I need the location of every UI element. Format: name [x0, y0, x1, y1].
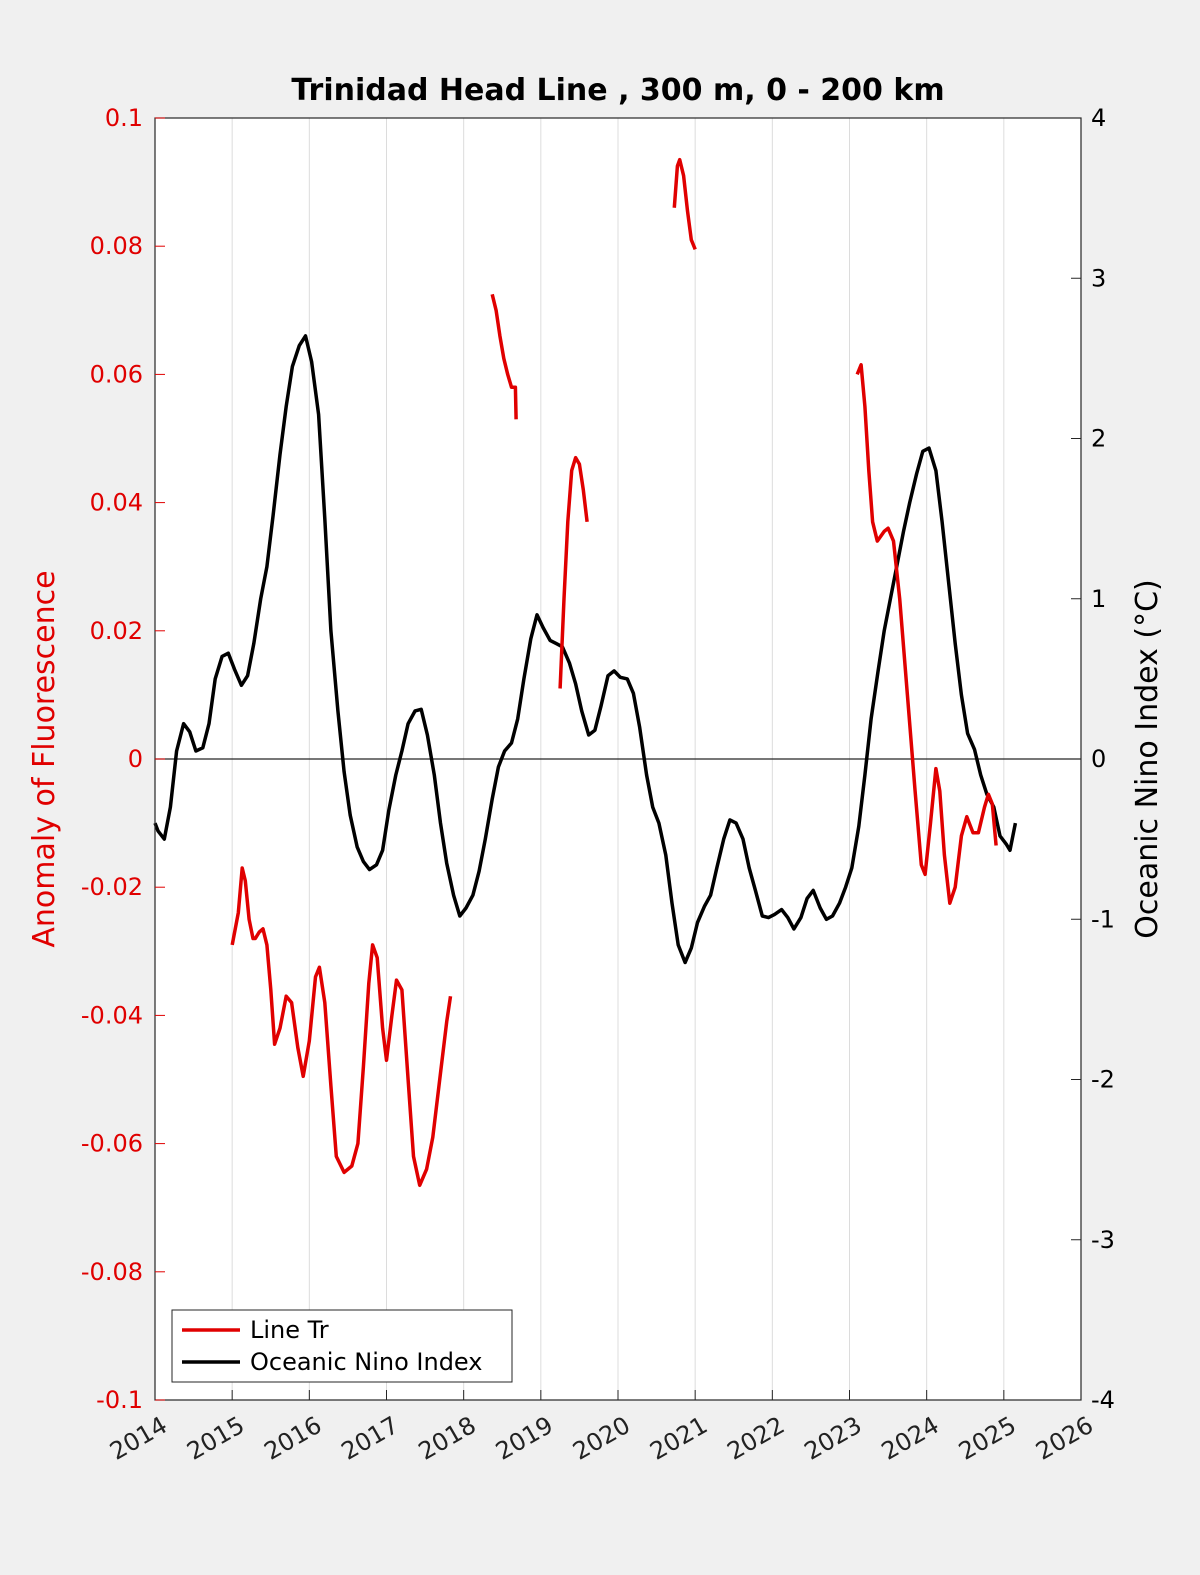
legend-label-oni: Oceanic Nino Index	[250, 1348, 482, 1376]
left-tick-label: 0.1	[105, 104, 143, 132]
x-tick-label: 2025	[954, 1411, 1021, 1466]
left-tick-label: -0.06	[81, 1130, 143, 1158]
right-tick-label: 2	[1091, 425, 1106, 453]
right-tick-label: 1	[1091, 585, 1106, 613]
series-line-line-tr-segment-3	[558, 455, 589, 689]
left-axis-label: Anomaly of Fluorescence	[27, 570, 62, 947]
left-tick-label: -0.02	[81, 873, 143, 901]
x-axis: 2014 2015 2016 2017 2018 2019 2020 2021 2022 2023…	[105, 1390, 1098, 1466]
x-tick-label: 2015	[182, 1411, 249, 1466]
left-tick-label: -0.1	[96, 1386, 143, 1414]
right-axis-label: Oceanic Nino Index (°C)	[1130, 579, 1165, 939]
legend: Line Tr Oceanic Nino Index	[171, 1309, 513, 1383]
left-axis: 0.1 0.08 0.06 0.04 0.02 0 -0.02 -0.04 -0.06 -0.08…	[81, 104, 165, 1414]
legend-label-line-tr: Line Tr	[250, 1316, 329, 1344]
x-tick-label: 2021	[645, 1411, 712, 1466]
x-tick-label: 2023	[800, 1411, 867, 1466]
legend-box	[171, 1309, 513, 1383]
right-axis: 4 3 2 1 0 -1 -2 -3 -4	[1071, 104, 1115, 1414]
left-tick-label: 0.06	[90, 360, 143, 388]
left-tick-label: -0.04	[81, 1001, 143, 1029]
x-tick-label: 2019	[491, 1411, 558, 1466]
series-layer	[153, 157, 1018, 1188]
left-tick-label: 0.02	[90, 617, 143, 645]
left-tick-label: 0	[128, 745, 143, 773]
right-tick-label: -1	[1091, 905, 1115, 933]
right-tick-label: -2	[1091, 1066, 1115, 1094]
series-line-line-tr-segment-1	[230, 866, 453, 1188]
series-line-oceanic-nino-index	[153, 334, 1018, 965]
right-tick-label: 4	[1091, 104, 1106, 132]
x-tick-label: 2014	[105, 1411, 172, 1466]
series-line-line-tr-segment-5	[855, 363, 998, 905]
left-tick-label: 0.08	[90, 232, 143, 260]
chart-title: Trinidad Head Line , 300 m, 0 - 200 km	[291, 73, 944, 108]
left-tick-label: 0.04	[90, 489, 143, 517]
x-tick-label: 2020	[568, 1411, 635, 1466]
right-tick-label: 0	[1091, 745, 1106, 773]
x-tick-label: 2016	[259, 1411, 326, 1466]
left-tick-label: -0.08	[81, 1258, 143, 1286]
right-tick-label: -4	[1091, 1386, 1115, 1414]
series-line-line-tr-segment-4	[672, 157, 697, 251]
x-tick-label: 2018	[414, 1411, 481, 1466]
x-tick-label: 2024	[877, 1411, 944, 1466]
x-tick-label: 2017	[337, 1411, 404, 1466]
x-tick-label: 2022	[722, 1411, 789, 1466]
series-line-line-tr-segment-2	[490, 293, 518, 420]
right-tick-label: 3	[1091, 264, 1106, 292]
x-tick-label: 2026	[1031, 1411, 1098, 1466]
right-tick-label: -3	[1091, 1226, 1115, 1254]
